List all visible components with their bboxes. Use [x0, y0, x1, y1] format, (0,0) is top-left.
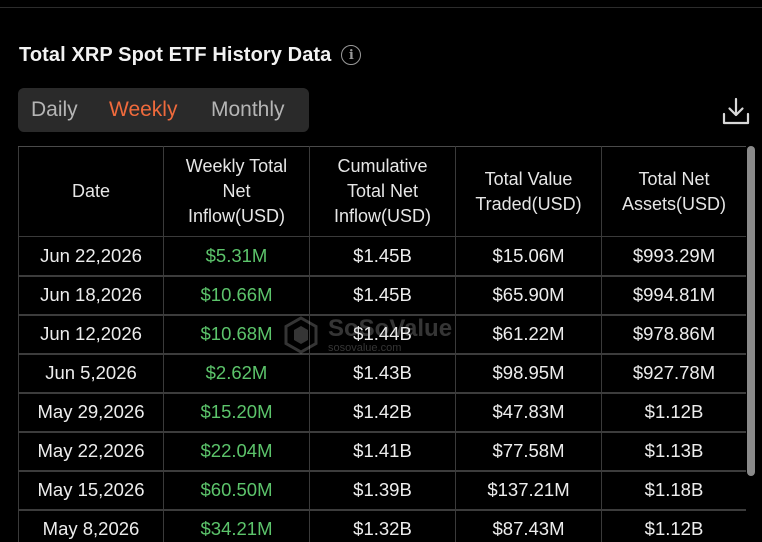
cell-weekly-net-inflow: $22.04M — [163, 431, 310, 472]
period-tabs: Daily Weekly Monthly — [18, 88, 309, 132]
cell-total-net-assets: $927.78M — [601, 353, 746, 394]
cell-weekly-net-inflow: $5.31M — [163, 236, 310, 277]
header-weekly-net-inflow[interactable]: Weekly Total Net Inflow(USD) — [163, 146, 310, 237]
table-header-row: Date Weekly Total Net Inflow(USD) Cumula… — [18, 146, 746, 237]
header-total-value-traded[interactable]: Total Value Traded(USD) — [455, 146, 602, 237]
history-table: Date Weekly Total Net Inflow(USD) Cumula… — [18, 146, 746, 542]
cell-total-value-traded: $47.83M — [455, 392, 602, 433]
cell-cumulative-net-inflow: $1.45B — [309, 236, 456, 277]
cell-date: May 22,2026 — [18, 431, 164, 472]
cell-cumulative-net-inflow: $1.45B — [309, 275, 456, 316]
top-divider — [0, 7, 762, 8]
cell-cumulative-net-inflow: $1.32B — [309, 509, 456, 542]
cell-weekly-net-inflow: $34.21M — [163, 509, 310, 542]
cell-cumulative-net-inflow: $1.42B — [309, 392, 456, 433]
cell-total-value-traded: $98.95M — [455, 353, 602, 394]
cell-total-net-assets: $994.81M — [601, 275, 746, 316]
cell-weekly-net-inflow: $60.50M — [163, 470, 310, 511]
cell-total-net-assets: $1.12B — [601, 392, 746, 433]
table-row: Jun 22,2026 $5.31M $1.45B $15.06M $993.2… — [18, 236, 746, 277]
cell-cumulative-net-inflow: $1.41B — [309, 431, 456, 472]
header-cumulative-net-inflow[interactable]: Cumulative Total Net Inflow(USD) — [309, 146, 456, 237]
cell-total-value-traded: $15.06M — [455, 236, 602, 277]
table-row: Jun 18,2026 $10.66M $1.45B $65.90M $994.… — [18, 275, 746, 316]
cell-weekly-net-inflow: $2.62M — [163, 353, 310, 394]
cell-cumulative-net-inflow: $1.44B — [309, 314, 456, 355]
tab-weekly[interactable]: Weekly — [109, 98, 178, 121]
cell-total-net-assets: $1.18B — [601, 470, 746, 511]
cell-weekly-net-inflow: $10.68M — [163, 314, 310, 355]
header-date[interactable]: Date — [18, 146, 164, 237]
title-row: Total XRP Spot ETF History Data i — [19, 42, 362, 68]
cell-total-net-assets: $978.86M — [601, 314, 746, 355]
table-row: May 22,2026 $22.04M $1.41B $77.58M $1.13… — [18, 431, 746, 472]
info-icon[interactable]: i — [341, 45, 362, 65]
cell-date: Jun 18,2026 — [18, 275, 164, 316]
cell-cumulative-net-inflow: $1.43B — [309, 353, 456, 394]
cell-date: May 29,2026 — [18, 392, 164, 433]
cell-date: Jun 22,2026 — [18, 236, 164, 277]
table-row: May 8,2026 $34.21M $1.32B $87.43M $1.12B — [18, 509, 746, 542]
cell-total-net-assets: $1.12B — [601, 509, 746, 542]
header-total-net-assets[interactable]: Total Net Assets(USD) — [601, 146, 746, 237]
table-row: May 15,2026 $60.50M $1.39B $137.21M $1.1… — [18, 470, 746, 511]
table-row: Jun 5,2026 $2.62M $1.43B $98.95M $927.78… — [18, 353, 746, 394]
cell-date: May 15,2026 — [18, 470, 164, 511]
cell-total-value-traded: $65.90M — [455, 275, 602, 316]
table-row: May 29,2026 $15.20M $1.42B $47.83M $1.12… — [18, 392, 746, 433]
tab-daily[interactable]: Daily — [31, 98, 78, 121]
cell-total-value-traded: $137.21M — [455, 470, 602, 511]
download-icon[interactable] — [721, 96, 751, 126]
cell-date: Jun 12,2026 — [18, 314, 164, 355]
cell-date: May 8,2026 — [18, 509, 164, 542]
cell-weekly-net-inflow: $15.20M — [163, 392, 310, 433]
cell-cumulative-net-inflow: $1.39B — [309, 470, 456, 511]
cell-date: Jun 5,2026 — [18, 353, 164, 394]
cell-total-value-traded: $77.58M — [455, 431, 602, 472]
cell-total-value-traded: $61.22M — [455, 314, 602, 355]
cell-weekly-net-inflow: $10.66M — [163, 275, 310, 316]
table-row: Jun 12,2026 $10.68M $1.44B $61.22M $978.… — [18, 314, 746, 355]
cell-total-net-assets: $1.13B — [601, 431, 746, 472]
cell-total-net-assets: $993.29M — [601, 236, 746, 277]
page-title: Total XRP Spot ETF History Data — [19, 43, 332, 66]
history-table-container: Date Weekly Total Net Inflow(USD) Cumula… — [18, 146, 746, 542]
tab-monthly[interactable]: Monthly — [211, 98, 285, 121]
vertical-scrollbar[interactable] — [747, 146, 755, 476]
cell-total-value-traded: $87.43M — [455, 509, 602, 542]
